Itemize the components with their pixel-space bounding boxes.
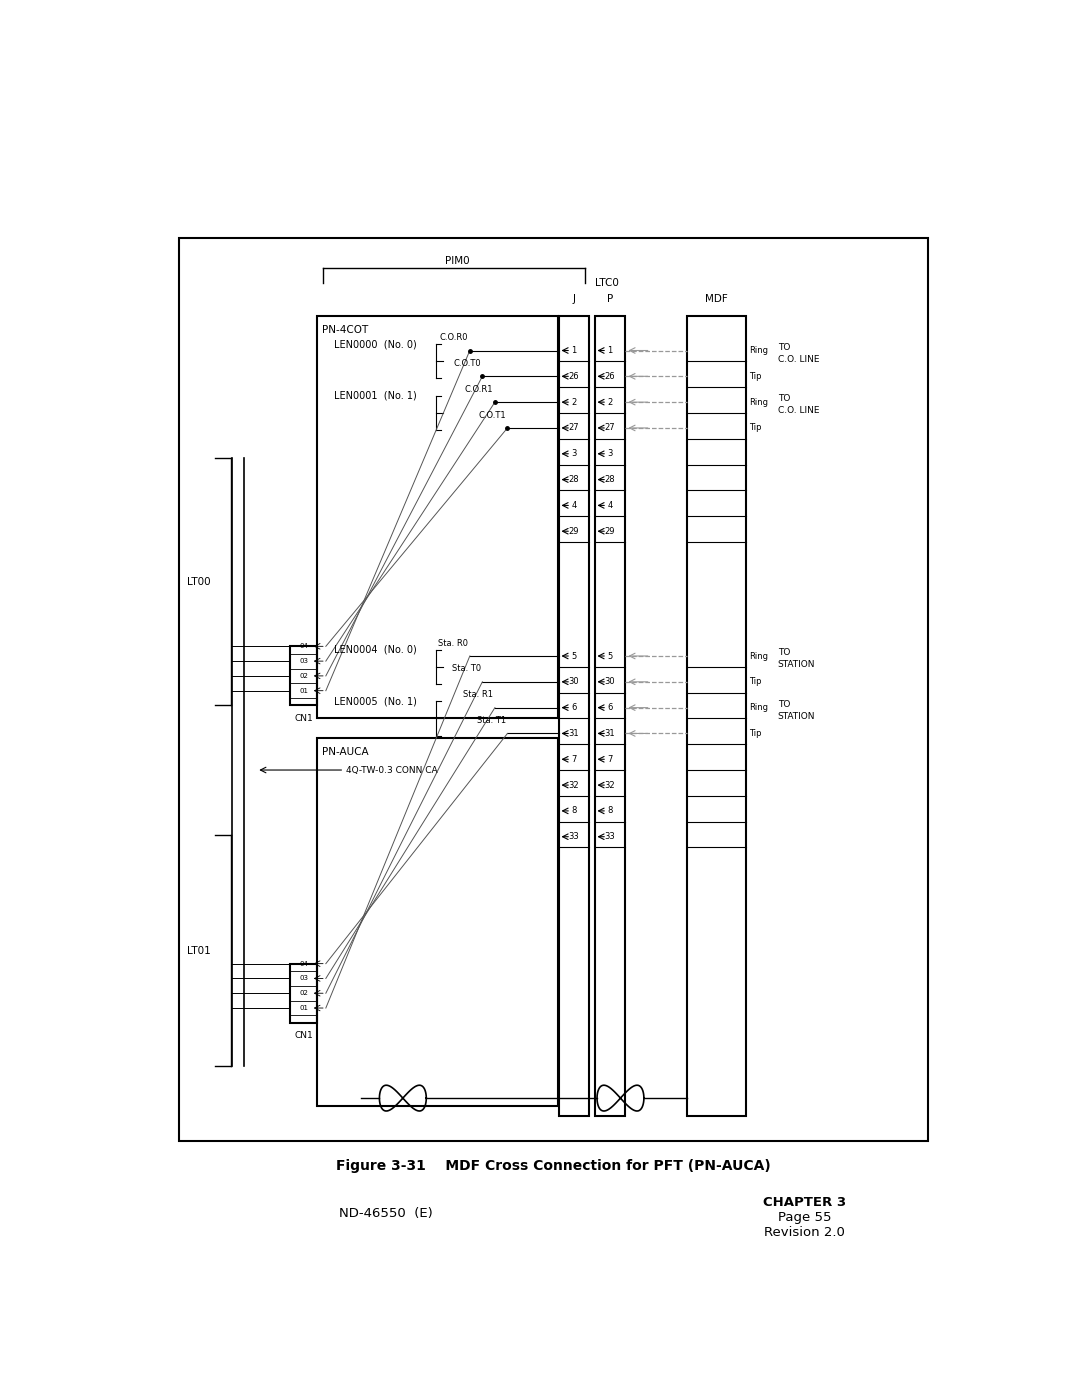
Text: Sta. R1: Sta. R1 xyxy=(463,690,494,700)
Text: LEN0004  (No. 0): LEN0004 (No. 0) xyxy=(334,644,417,655)
Text: 33: 33 xyxy=(569,833,579,841)
Text: 01: 01 xyxy=(299,1004,308,1011)
Text: PN-4COT: PN-4COT xyxy=(322,326,368,335)
Text: 02: 02 xyxy=(299,673,308,679)
Text: Sta. R0: Sta. R0 xyxy=(438,638,468,648)
Text: CN1: CN1 xyxy=(294,714,313,722)
Text: 2: 2 xyxy=(607,398,612,407)
Text: 26: 26 xyxy=(605,372,616,381)
Text: Figure 3-31    MDF Cross Connection for PFT (PN-AUCA): Figure 3-31 MDF Cross Connection for PFT… xyxy=(336,1160,771,1173)
Text: LEN0000  (No. 0): LEN0000 (No. 0) xyxy=(334,339,417,349)
Text: PIM0: PIM0 xyxy=(445,256,470,267)
Text: ND-46550  (E): ND-46550 (E) xyxy=(339,1207,433,1220)
Text: 27: 27 xyxy=(605,423,616,433)
Text: 7: 7 xyxy=(571,754,577,764)
Bar xyxy=(318,738,557,1105)
Text: MDF: MDF xyxy=(705,293,728,305)
Text: C.O.T1: C.O.T1 xyxy=(478,411,505,419)
Text: C.O. LINE: C.O. LINE xyxy=(778,355,820,363)
Bar xyxy=(318,316,557,718)
Text: Tip: Tip xyxy=(750,729,761,738)
Text: PN-AUCA: PN-AUCA xyxy=(322,747,368,757)
Text: 32: 32 xyxy=(605,781,616,789)
Bar xyxy=(558,316,590,1116)
Text: J: J xyxy=(572,293,576,305)
Text: C.O. LINE: C.O. LINE xyxy=(778,407,820,415)
Text: 29: 29 xyxy=(605,527,616,535)
Bar xyxy=(594,316,625,1116)
Text: 6: 6 xyxy=(607,703,612,712)
Bar xyxy=(289,647,318,705)
Text: Revision 2.0: Revision 2.0 xyxy=(765,1227,845,1239)
Text: 4: 4 xyxy=(607,502,612,510)
Text: 03: 03 xyxy=(299,658,308,664)
Text: 26: 26 xyxy=(569,372,579,381)
Text: STATION: STATION xyxy=(778,661,815,669)
Bar xyxy=(178,237,928,1141)
Text: Tip: Tip xyxy=(750,372,761,381)
Text: C.O.T0: C.O.T0 xyxy=(453,359,481,367)
Text: 02: 02 xyxy=(299,990,308,996)
Text: LT00: LT00 xyxy=(187,577,211,587)
Text: Sta. T1: Sta. T1 xyxy=(476,717,505,725)
Text: 7: 7 xyxy=(607,754,612,764)
Text: LEN0001  (No. 1): LEN0001 (No. 1) xyxy=(334,391,417,401)
Text: 3: 3 xyxy=(571,450,577,458)
Text: TO: TO xyxy=(778,700,791,708)
Text: STATION: STATION xyxy=(778,711,815,721)
Bar xyxy=(688,316,746,1116)
Text: 28: 28 xyxy=(569,475,579,485)
Text: LEN0005  (No. 1): LEN0005 (No. 1) xyxy=(334,696,417,705)
Text: 31: 31 xyxy=(605,729,616,738)
Text: Sta. T0: Sta. T0 xyxy=(451,665,481,673)
Text: LTC0: LTC0 xyxy=(595,278,619,288)
Text: CN1: CN1 xyxy=(294,1031,313,1041)
Text: C.O.R0: C.O.R0 xyxy=(440,332,468,342)
Text: 6: 6 xyxy=(571,703,577,712)
Text: Page 55: Page 55 xyxy=(778,1211,832,1224)
Text: 29: 29 xyxy=(569,527,579,535)
Text: Ring: Ring xyxy=(750,346,768,355)
Text: 30: 30 xyxy=(605,678,616,686)
Text: TO: TO xyxy=(778,342,791,352)
Text: Ring: Ring xyxy=(750,703,768,712)
Text: 5: 5 xyxy=(571,651,577,661)
Text: 4Q-TW-0.3 CONN CA: 4Q-TW-0.3 CONN CA xyxy=(346,766,437,774)
Text: 03: 03 xyxy=(299,975,308,982)
Text: P: P xyxy=(607,293,613,305)
Text: 30: 30 xyxy=(569,678,579,686)
Text: LT01: LT01 xyxy=(187,946,211,956)
Text: Ring: Ring xyxy=(750,398,768,407)
Text: 32: 32 xyxy=(569,781,579,789)
Text: TO: TO xyxy=(778,394,791,404)
Text: Tip: Tip xyxy=(750,678,761,686)
Text: 8: 8 xyxy=(571,806,577,816)
Text: 01: 01 xyxy=(299,687,308,694)
Text: Ring: Ring xyxy=(750,651,768,661)
Text: 31: 31 xyxy=(569,729,579,738)
Text: 27: 27 xyxy=(569,423,579,433)
Text: 1: 1 xyxy=(571,346,577,355)
Text: 2: 2 xyxy=(571,398,577,407)
Text: 4: 4 xyxy=(571,502,577,510)
Text: TO: TO xyxy=(778,648,791,657)
Text: 5: 5 xyxy=(607,651,612,661)
Text: Tip: Tip xyxy=(750,423,761,433)
Text: 8: 8 xyxy=(607,806,612,816)
Text: 28: 28 xyxy=(605,475,616,485)
Text: 04: 04 xyxy=(299,961,308,967)
Text: 1: 1 xyxy=(607,346,612,355)
Text: 04: 04 xyxy=(299,644,308,650)
Text: 33: 33 xyxy=(605,833,616,841)
Text: 3: 3 xyxy=(607,450,612,458)
Text: CHAPTER 3: CHAPTER 3 xyxy=(764,1196,846,1208)
Text: C.O.R1: C.O.R1 xyxy=(464,384,494,394)
Bar xyxy=(289,964,318,1023)
